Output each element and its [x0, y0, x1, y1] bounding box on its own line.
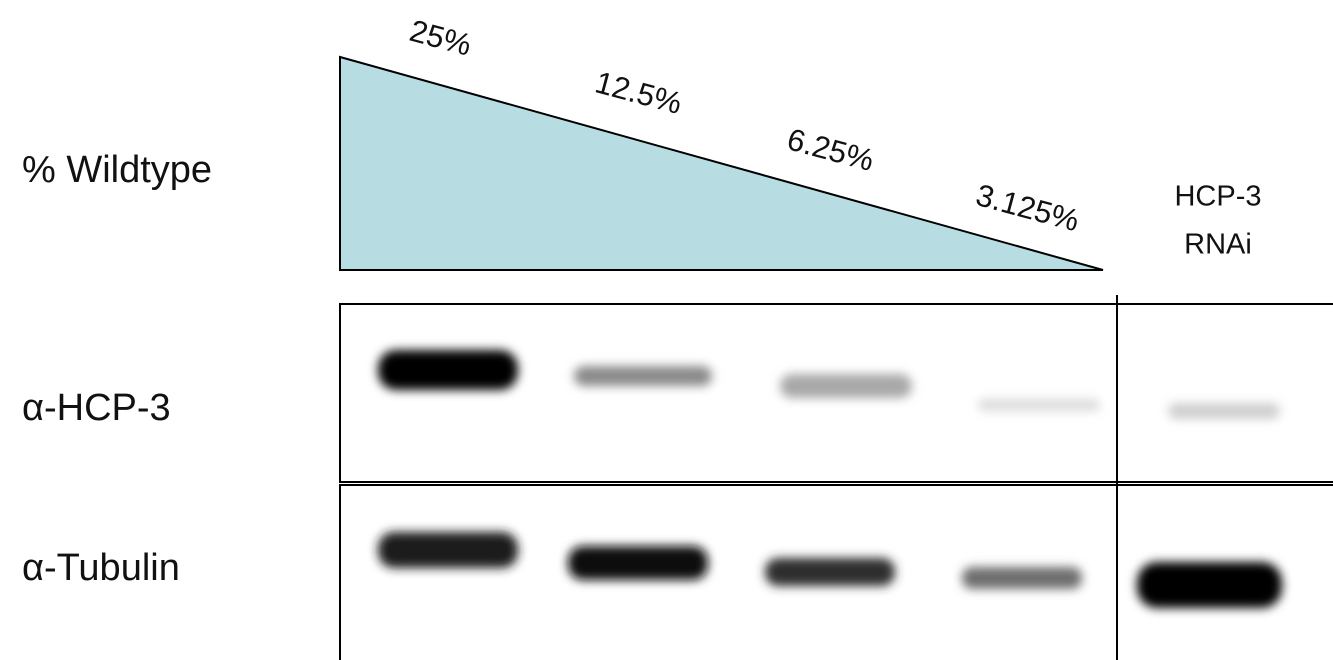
dilution-label: 6.25%: [784, 121, 878, 178]
band: [765, 558, 895, 586]
dilution-triangle: [340, 57, 1103, 270]
western-blot-figure: % Wildtype α-HCP-3 α-Tubulin 25% 12.5% 6…: [0, 0, 1333, 660]
row-label: α-Tubulin: [22, 547, 180, 589]
band: [1137, 562, 1282, 608]
band: [780, 374, 912, 398]
lane-label: HCP-3: [1174, 181, 1261, 213]
band: [1168, 403, 1280, 419]
band: [574, 366, 712, 386]
row-label: α-HCP-3: [22, 387, 171, 429]
dilution-label: 12.5%: [592, 64, 686, 121]
dilution-label: 3.125%: [972, 177, 1083, 238]
row-label: % Wildtype: [22, 149, 212, 191]
band: [978, 399, 1100, 411]
band: [378, 350, 518, 390]
band: [962, 567, 1082, 589]
band: [378, 532, 518, 568]
lane-label: RNAi: [1184, 229, 1252, 261]
dilution-label: 25%: [406, 13, 475, 63]
band: [568, 546, 708, 580]
